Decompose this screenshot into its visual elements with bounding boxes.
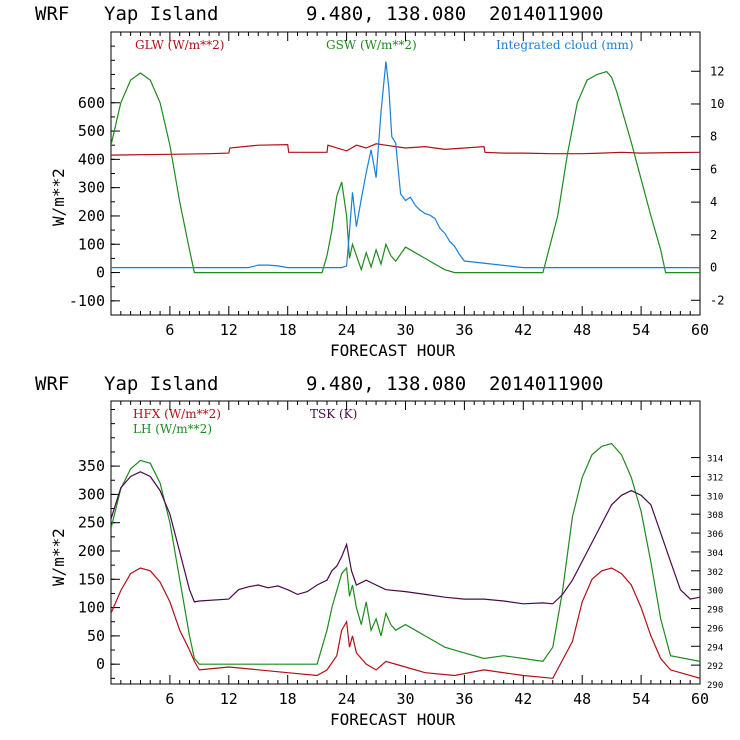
top-x-tick-label: 36 (455, 321, 473, 339)
bottom-y2-tick-label: 300 (707, 587, 723, 597)
top-y-tick-label: 0 (96, 264, 105, 282)
bottom-series-hfx-line (111, 567, 700, 679)
bottom-legend-hfx: HFX (W/m**2) (133, 407, 221, 421)
bottom-y-tick-label: 250 (78, 514, 105, 532)
bottom-y2-tick-label: 302 (707, 568, 723, 578)
bottom-y2-tick-label: 296 (707, 624, 723, 634)
bottom-y2-tick-label: 310 (707, 492, 723, 502)
top-chart-panel: WRF Yap Island 9.480, 138.080 2014011900… (35, 3, 724, 360)
top-x-tick-label: 60 (691, 321, 709, 339)
bottom-y2-tick-label: 298 (707, 606, 723, 616)
top-y-tick-label: 100 (78, 235, 105, 253)
bottom-series-tsk-line (111, 471, 700, 605)
top-x-tick-label: 54 (632, 321, 650, 339)
bottom-y2-tick-label: 304 (707, 549, 723, 559)
bottom-y2-tick-label: 290 (707, 681, 723, 691)
top-series-cloud-line (111, 61, 700, 269)
top-x-tick-label: 18 (279, 321, 297, 339)
top-y-axis-label: W/m**2 (49, 168, 68, 226)
top-y-tick-label: 600 (78, 94, 105, 112)
top-legend-cloud: Integrated cloud (mm) (496, 38, 634, 52)
bottom-x-tick-label: 54 (632, 690, 650, 708)
bottom-y-tick-label: 50 (87, 627, 105, 645)
bottom-y-tick-label: 0 (96, 655, 105, 673)
top-y-tick-label: 400 (78, 150, 105, 168)
bottom-y2-tick-label: 294 (707, 643, 723, 653)
bottom-y2-tick-label: 308 (707, 511, 723, 521)
bottom-y-tick-label: 200 (78, 542, 105, 560)
bottom-x-axis-label: FORECAST HOUR (330, 710, 456, 729)
top-title-model: WRF (35, 3, 69, 25)
bottom-title-location: Yap Island (104, 373, 218, 395)
top-x-tick-label: 48 (573, 321, 591, 339)
bottom-x-tick-label: 30 (396, 690, 414, 708)
top-y2-tick-label: 12 (710, 64, 724, 78)
top-y2-tick-label: 10 (710, 97, 724, 111)
bottom-title-coords: 9.480, 138.080 (306, 373, 466, 395)
top-x-tick-label: 42 (514, 321, 532, 339)
bottom-y2-tick-label: 314 (707, 455, 723, 465)
top-x-tick-label: 30 (396, 321, 414, 339)
top-x-tick-label: 24 (338, 321, 356, 339)
top-legend-glw: GLW (W/m**2) (135, 38, 224, 52)
top-legend-gsw: GSW (W/m**2) (326, 38, 417, 52)
bottom-y-tick-label: 150 (78, 570, 105, 588)
top-y-tick-label: 200 (78, 207, 105, 225)
top-y2-tick-label: 8 (710, 130, 717, 144)
top-y-tick-label: -100 (69, 292, 105, 310)
bottom-title-init: 2014011900 (489, 373, 603, 395)
bottom-x-tick-label: 36 (455, 690, 473, 708)
bottom-x-tick-label: 24 (338, 690, 356, 708)
bottom-x-tick-label: 60 (691, 690, 709, 708)
bottom-y2-tick-label: 306 (707, 530, 723, 540)
top-y2-tick-label: 4 (710, 195, 717, 209)
top-y-tick-label: 500 (78, 122, 105, 140)
bottom-x-tick-label: 42 (514, 690, 532, 708)
top-y2-tick-label: 2 (710, 228, 717, 242)
bottom-x-tick-label: 6 (165, 690, 174, 708)
top-title-init: 2014011900 (489, 3, 603, 25)
top-series-glw-line (111, 143, 700, 156)
bottom-y2-tick-label: 312 (707, 473, 723, 483)
bottom-x-tick-label: 18 (279, 690, 297, 708)
bottom-y2-tick-label: 292 (707, 662, 723, 672)
top-x-tick-label: 6 (165, 321, 174, 339)
top-y-tick-label: 300 (78, 179, 105, 197)
bottom-series-lh-line (111, 442, 700, 665)
bottom-y-tick-label: 300 (78, 485, 105, 503)
bottom-chart-panel: WRF Yap Island 9.480, 138.080 2014011900… (35, 373, 723, 729)
top-y2-tick-label: -2 (710, 293, 724, 307)
top-y2-tick-label: 0 (710, 261, 717, 275)
top-x-axis-label: FORECAST HOUR (330, 341, 456, 360)
top-series-gsw-line (111, 70, 700, 274)
top-title-location: Yap Island (104, 3, 218, 25)
bottom-x-tick-label: 48 (573, 690, 591, 708)
bottom-y-axis-label: W/m**2 (49, 528, 68, 586)
top-x-tick-label: 12 (220, 321, 238, 339)
top-y2-tick-label: 6 (710, 162, 717, 176)
bottom-title-model: WRF (35, 373, 69, 395)
bottom-legend-lh: LH (W/m**2) (133, 422, 212, 436)
bottom-x-tick-label: 12 (220, 690, 238, 708)
bottom-y-tick-label: 350 (78, 457, 105, 475)
top-title-coords: 9.480, 138.080 (306, 3, 466, 25)
bottom-y-tick-label: 100 (78, 599, 105, 617)
bottom-legend-tsk: TSK (K) (310, 407, 357, 421)
